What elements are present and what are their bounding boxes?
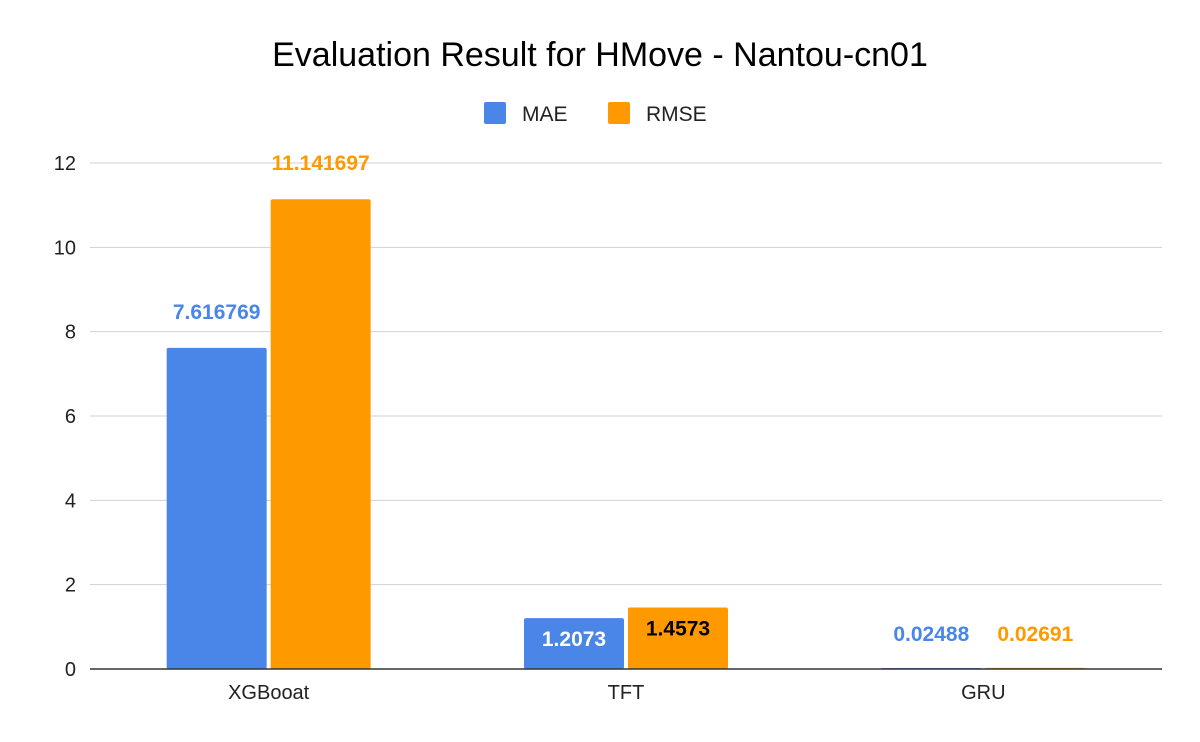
data-labels: 7.616769 11.141697 1.2073 1.4573 0.02488 0.02…	[173, 152, 1074, 651]
y-tick-label: 10	[54, 237, 76, 259]
gridlines	[90, 162, 1162, 586]
legend-label-rmse: RMSE	[646, 103, 707, 126]
bars	[166, 199, 1086, 669]
chart-title: Evaluation Result for HMove - Nantou-cn0…	[272, 36, 928, 74]
bar-rmse-xgbooat	[270, 199, 371, 669]
x-category-label: XGBooat	[228, 682, 310, 704]
y-tick-label: 8	[65, 322, 76, 344]
data-label-rmse-gru: 0.02691	[997, 623, 1073, 646]
data-label-mae-tft: 1.2073	[542, 628, 606, 651]
bar-mae-xgbooat	[166, 347, 267, 669]
x-axis: XGBooat TFT GRU	[90, 668, 1162, 704]
legend-swatch-rmse	[608, 102, 630, 124]
bar-rmse-tft	[628, 607, 728, 669]
legend-swatch-mae	[484, 102, 506, 124]
legend-label-mae: MAE	[522, 103, 568, 126]
y-tick-label: 0	[65, 659, 76, 681]
y-tick-label: 2	[65, 575, 76, 597]
y-axis: 0 2 4 6 8 10 12	[54, 153, 76, 681]
x-category-label: GRU	[961, 682, 1005, 704]
legend: MAE RMSE	[484, 102, 707, 126]
x-category-label: TFT	[608, 682, 645, 704]
y-tick-label: 12	[54, 153, 76, 175]
data-label-mae-xgbooat: 7.616769	[173, 301, 261, 324]
data-label-rmse-xgbooat: 11.141697	[272, 152, 370, 175]
data-label-mae-gru: 0.02488	[893, 623, 969, 646]
y-tick-label: 6	[65, 406, 76, 428]
data-label-rmse-tft: 1.4573	[646, 618, 710, 641]
y-tick-label: 4	[65, 490, 76, 512]
bar-mae-tft	[524, 618, 624, 669]
